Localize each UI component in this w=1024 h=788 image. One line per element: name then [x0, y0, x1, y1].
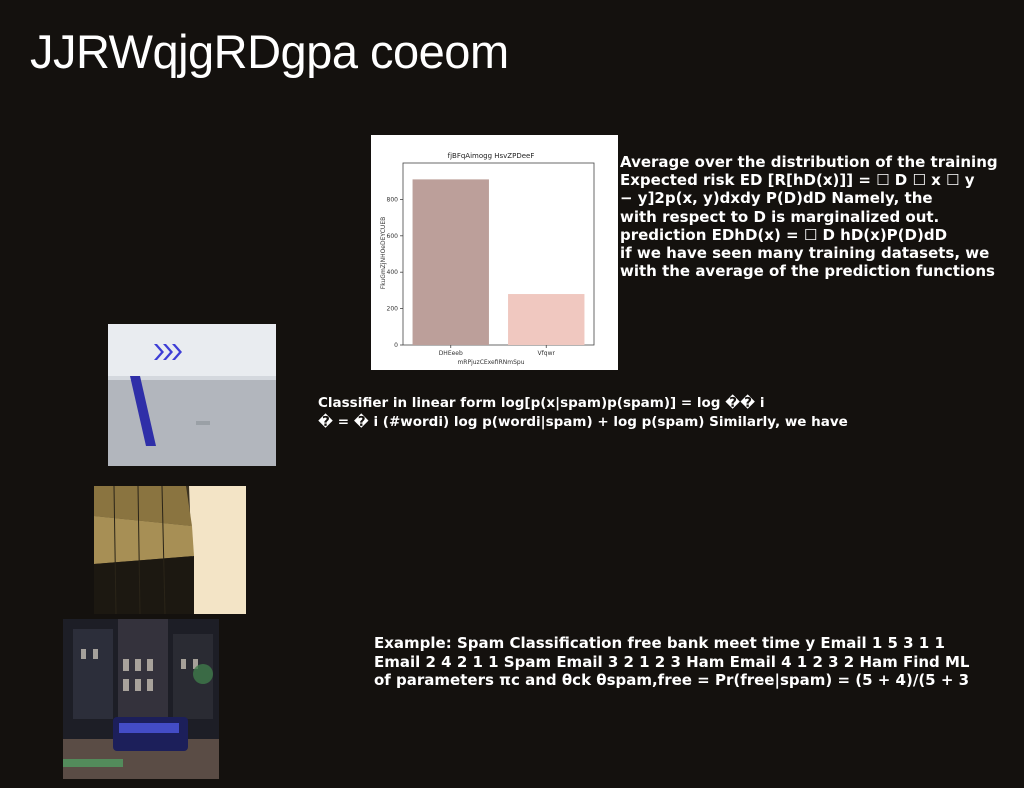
night-street-photo: [63, 619, 219, 779]
x-tick-label: Vfqwr: [538, 350, 556, 357]
bar-chart: fjBFqAimogg HsvZPDeeF mRPjuzCExefIRNmSpu…: [371, 135, 618, 370]
bar: [412, 179, 489, 345]
x-tick-label: DHEeeb: [439, 350, 463, 357]
chart-x-axis-label: mRPjuzCExefIRNmSpu: [457, 359, 524, 366]
paragraph-spam-example: Example: Spam Classification free bank m…: [374, 634, 970, 689]
chart-y-axis-label: FkuGmZjNHOeDEYCUEB: [380, 217, 387, 289]
y-tick-label: 800: [387, 196, 399, 203]
paragraph-expected-risk: Average over the distribution of the tra…: [620, 153, 998, 281]
paragraph-linear-classifier: Classifier in linear form log[p(x|spam)p…: [318, 395, 848, 430]
building-facade-photo: [94, 486, 246, 614]
y-tick-label: 200: [387, 306, 399, 313]
bar: [508, 294, 585, 345]
bar-chart-svg: fjBFqAimogg HsvZPDeeF mRPjuzCExefIRNmSpu…: [380, 152, 595, 366]
y-tick-label: 600: [387, 233, 399, 240]
building-corner-photo: [108, 324, 276, 466]
slide-title: JJRWqjgRDgpa coeom: [30, 25, 509, 78]
chart-title: fjBFqAimogg HsvZPDeeF: [448, 152, 535, 160]
y-tick-label: 400: [387, 269, 399, 276]
chart-plot-frame: [402, 162, 595, 346]
y-tick-label: 0: [394, 342, 398, 349]
